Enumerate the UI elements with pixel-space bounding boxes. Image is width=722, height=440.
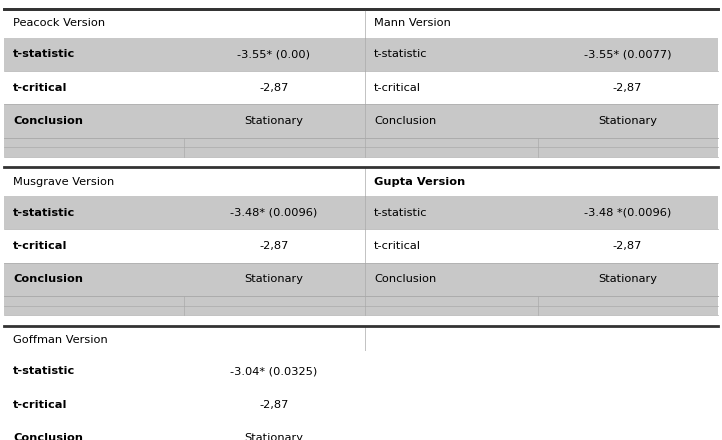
Text: Stationary: Stationary [598,116,657,126]
Text: Conclusion: Conclusion [374,116,436,126]
Bar [4,71,718,104]
Text: -3.55* (0.0077): -3.55* (0.0077) [583,49,671,59]
Text: t-statistic: t-statistic [374,208,427,218]
Text: -3.48 *(0.0096): -3.48 *(0.0096) [584,208,671,218]
Text: -2,87: -2,87 [259,241,288,251]
Bar [4,355,718,388]
Text: t-critical: t-critical [13,400,67,410]
Text: Mann Version: Mann Version [374,18,451,28]
Bar [4,296,718,306]
Bar [4,229,718,263]
Text: Conclusion: Conclusion [13,433,83,440]
Bar [4,138,718,147]
Text: Conclusion: Conclusion [13,275,83,284]
Text: Goffman Version: Goffman Version [13,335,108,345]
Bar [4,326,718,355]
Bar [4,37,718,71]
Text: t-critical: t-critical [374,241,421,251]
Text: -3.04* (0.0325): -3.04* (0.0325) [230,367,317,376]
Text: Stationary: Stationary [244,433,303,440]
Bar [4,196,718,229]
Bar [4,104,718,138]
Text: -3.48* (0.0096): -3.48* (0.0096) [230,208,317,218]
Bar [4,388,718,422]
Text: t-statistic: t-statistic [13,208,75,218]
Text: Stationary: Stationary [244,275,303,284]
Text: -3.55* (0.00): -3.55* (0.00) [237,49,310,59]
Bar [4,306,718,315]
Text: -2,87: -2,87 [613,83,642,92]
Text: t-critical: t-critical [374,83,421,92]
Text: t-critical: t-critical [13,83,67,92]
Text: Conclusion: Conclusion [374,275,436,284]
Text: Stationary: Stationary [598,275,657,284]
Text: t-critical: t-critical [13,241,67,251]
Text: Stationary: Stationary [244,116,303,126]
Bar [4,147,718,157]
Text: t-statistic: t-statistic [13,367,75,376]
Text: Conclusion: Conclusion [13,116,83,126]
Text: t-statistic: t-statistic [374,49,427,59]
Text: -2,87: -2,87 [613,241,642,251]
Text: Musgrave Version: Musgrave Version [13,177,114,187]
Text: Peacock Version: Peacock Version [13,18,105,28]
Bar [4,263,718,296]
Bar [4,9,718,37]
Text: -2,87: -2,87 [259,83,288,92]
Bar [4,167,718,196]
Text: t-statistic: t-statistic [13,49,75,59]
Text: Gupta Version: Gupta Version [374,177,465,187]
Text: -2,87: -2,87 [259,400,288,410]
Bar [4,422,718,440]
